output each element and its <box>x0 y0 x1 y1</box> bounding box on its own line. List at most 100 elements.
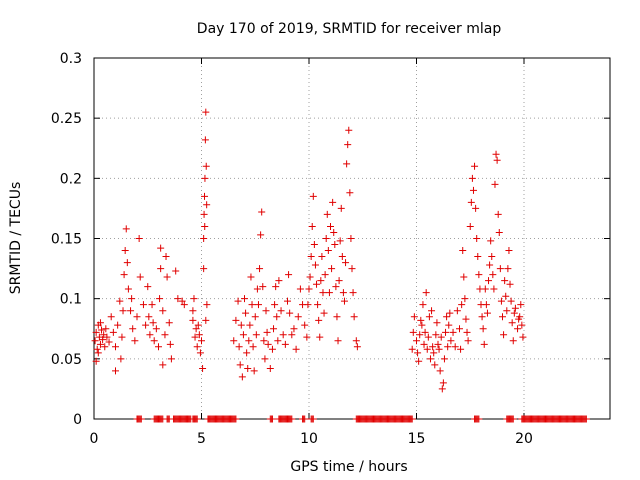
data-point <box>96 340 104 348</box>
data-point <box>349 289 357 297</box>
data-point <box>483 309 491 317</box>
data-point <box>425 313 433 321</box>
data-point <box>324 247 332 255</box>
data-point <box>306 273 314 281</box>
data-point <box>194 321 202 329</box>
data-point <box>307 253 315 261</box>
data-point <box>165 319 173 327</box>
data-point <box>308 222 316 230</box>
data-point <box>281 340 289 348</box>
data-point <box>328 265 336 273</box>
data-point <box>133 313 141 321</box>
data-point <box>474 253 482 261</box>
y-tick-label: 0.25 <box>51 111 82 127</box>
data-point <box>135 235 143 242</box>
data-point <box>321 271 329 279</box>
data-point <box>323 210 331 218</box>
zero-value-point <box>509 415 517 423</box>
data-point <box>189 307 197 315</box>
data-point <box>198 337 205 345</box>
data-point <box>511 304 519 312</box>
data-point <box>200 265 208 273</box>
data-point <box>424 333 432 341</box>
data-point <box>304 301 312 309</box>
data-point <box>490 285 498 293</box>
data-point <box>451 343 459 351</box>
data-point <box>442 328 450 336</box>
data-point <box>239 331 247 339</box>
data-point <box>518 321 526 329</box>
data-point <box>436 367 444 375</box>
data-point <box>157 244 165 252</box>
data-point <box>426 355 434 363</box>
data-point <box>421 328 429 336</box>
data-point <box>103 333 111 341</box>
data-point <box>428 307 436 315</box>
data-point <box>288 331 296 339</box>
data-point <box>495 228 503 236</box>
data-point <box>263 328 271 336</box>
data-point <box>410 313 418 321</box>
data-point <box>266 364 274 372</box>
data-point <box>272 283 280 291</box>
zero-value-point <box>301 415 309 423</box>
data-point <box>202 108 210 116</box>
data-point <box>117 355 125 363</box>
data-point <box>119 307 127 315</box>
data-point <box>131 337 139 345</box>
data-point <box>254 301 262 309</box>
data-point <box>159 307 167 315</box>
data-point <box>127 307 135 315</box>
data-point <box>519 333 527 341</box>
data-point <box>488 253 496 261</box>
data-point <box>128 295 136 303</box>
data-point <box>303 333 311 341</box>
data-point <box>334 337 342 345</box>
data-point <box>195 331 203 339</box>
data-point <box>415 357 423 365</box>
data-point <box>249 343 257 351</box>
data-point <box>494 210 502 218</box>
data-point <box>325 289 333 297</box>
data-point <box>144 283 152 291</box>
data-point <box>148 301 156 309</box>
data-point <box>499 313 506 321</box>
data-point <box>449 328 457 336</box>
data-point <box>118 333 126 341</box>
data-point <box>414 349 422 357</box>
data-point <box>162 253 170 261</box>
y-tick-label: 0 <box>73 412 82 428</box>
data-point <box>310 241 318 249</box>
data-point <box>437 333 445 341</box>
data-point <box>142 321 150 329</box>
data-point <box>314 301 322 309</box>
data-point <box>201 136 209 144</box>
data-point <box>230 337 238 345</box>
data-point <box>508 319 516 327</box>
data-point <box>238 373 246 381</box>
data-point <box>275 277 283 285</box>
data-point <box>345 126 353 134</box>
data-point <box>491 180 499 188</box>
data-point <box>250 367 258 375</box>
data-point <box>152 325 160 333</box>
data-point <box>497 297 505 305</box>
data-point <box>262 307 270 315</box>
data-point <box>318 253 326 261</box>
data-point <box>201 222 209 230</box>
data-point <box>256 265 264 273</box>
x-tick-label: 10 <box>300 431 318 447</box>
data-point <box>420 340 428 348</box>
data-point <box>203 201 211 209</box>
data-point <box>487 237 495 245</box>
data-point <box>343 160 351 168</box>
data-point <box>443 313 451 321</box>
data-point <box>468 174 476 182</box>
data-point <box>505 247 513 255</box>
data-point <box>200 235 208 242</box>
zero-value-point <box>288 415 296 423</box>
x-axis-label: GPS time / hours <box>290 459 407 475</box>
data-point <box>200 210 208 218</box>
data-point <box>155 343 162 351</box>
data-point <box>315 316 323 324</box>
